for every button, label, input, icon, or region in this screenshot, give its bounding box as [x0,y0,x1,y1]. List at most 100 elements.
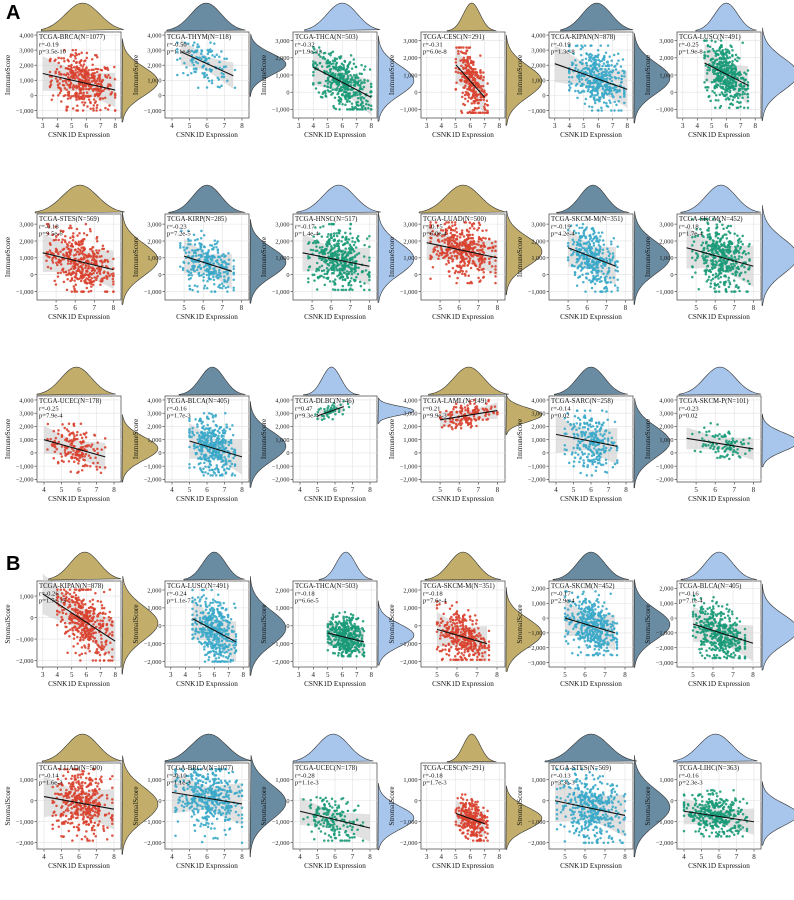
scatter-point [587,58,591,62]
scatter-point [717,99,720,102]
scatter-point [317,91,321,94]
scatter-point [368,271,371,275]
scatter-point [466,99,470,103]
y-tick-label: 1,000 [19,78,33,85]
scatter-point [568,84,571,87]
scatter-point [90,73,94,77]
scatter-point [452,235,455,238]
scatter-point [704,273,708,276]
y-density [121,211,159,305]
scatter-point [584,57,588,61]
scatter-point [112,283,115,286]
x-tick-label: 3 [297,122,301,130]
points [179,229,235,293]
scatter-point [566,256,570,259]
x-tick-label: 6 [340,122,344,130]
scatter-point [336,244,339,247]
scatter-point [54,225,57,229]
scatter-point [54,70,57,73]
scatter-point [747,251,750,255]
scatter-point [734,66,737,69]
scatter-point [201,249,204,252]
scatter-point [317,46,321,49]
chart-panel-13: 4 5 6 7 8−2,000−1,00001,0002,0003,0004,000CS… [4,366,159,503]
y-tick-label: 2,000 [19,238,33,245]
x-tick-label: 6 [713,304,717,312]
scatter-point [341,72,344,76]
scatter-point [70,267,73,271]
scatter-point [57,56,60,60]
scatter-point [81,109,85,112]
scatter-point [71,107,75,110]
scatter-point [494,240,497,243]
scatter-point [456,235,459,238]
scatter-point [588,257,591,261]
scatter-point [329,258,332,262]
trend-line [313,66,372,98]
x-tick-label: 6 [585,304,589,312]
scatter-point [209,270,213,274]
scatter-point [211,255,214,259]
scatter-point [348,60,352,64]
scatter-point [213,242,217,246]
scatter-point [69,55,72,58]
scatter-point [61,248,65,252]
scatter-point [706,247,709,250]
scatter-point [344,255,348,259]
scatter-point [89,107,92,110]
scatter-point [225,57,228,61]
scatter-point [357,251,361,255]
scatter-point [311,273,314,277]
scatter-point [81,75,84,78]
scatter-point [741,93,744,96]
scatter-point [196,285,199,288]
scatter-point [445,254,448,257]
y-tick-label: 3,000 [147,221,161,228]
scatter-point [65,288,69,292]
scatter-point [443,251,446,255]
scatter-point [76,71,79,74]
scatter-point [95,271,99,275]
scatter-point [568,49,571,53]
scatter-point [581,45,584,49]
scatter-point [584,78,588,82]
scatter-point [88,227,92,231]
scatter-point [330,81,333,85]
scatter-point [57,61,61,65]
scatter-point [333,96,337,99]
scatter-point [352,91,356,94]
scatter-point [612,237,616,240]
scatter-point [746,69,750,72]
scatter-point [344,231,347,235]
y-tick-label: 0 [670,272,673,279]
scatter-point [479,54,482,57]
scatter-point [91,88,95,91]
scatter-point [61,230,65,234]
scatter-point [483,105,486,109]
scatter-point [99,471,103,474]
scatter-point [338,102,341,105]
scatter-point [724,275,728,278]
scatter-point [355,237,359,240]
scatter-point [729,224,733,228]
scatter-point [721,61,725,65]
y-tick-label: 1,000 [531,255,545,262]
scatter-point [350,272,354,276]
scatter-point [590,260,594,264]
x-density [296,184,381,214]
scatter-point [740,255,743,259]
y-density [633,211,671,305]
scatter-point [213,268,216,271]
scatter-point [189,242,192,246]
scatter-point [93,94,97,98]
scatter-point [715,240,718,243]
scatter-point [65,251,68,255]
scatter-point [455,257,459,260]
scatter-point [482,98,486,101]
scatter-point [313,279,316,282]
scatter-point [75,85,79,89]
scatter-point [471,233,474,237]
scatter-point [440,234,444,238]
scatter-point [346,241,349,245]
scatter-point [61,253,65,256]
